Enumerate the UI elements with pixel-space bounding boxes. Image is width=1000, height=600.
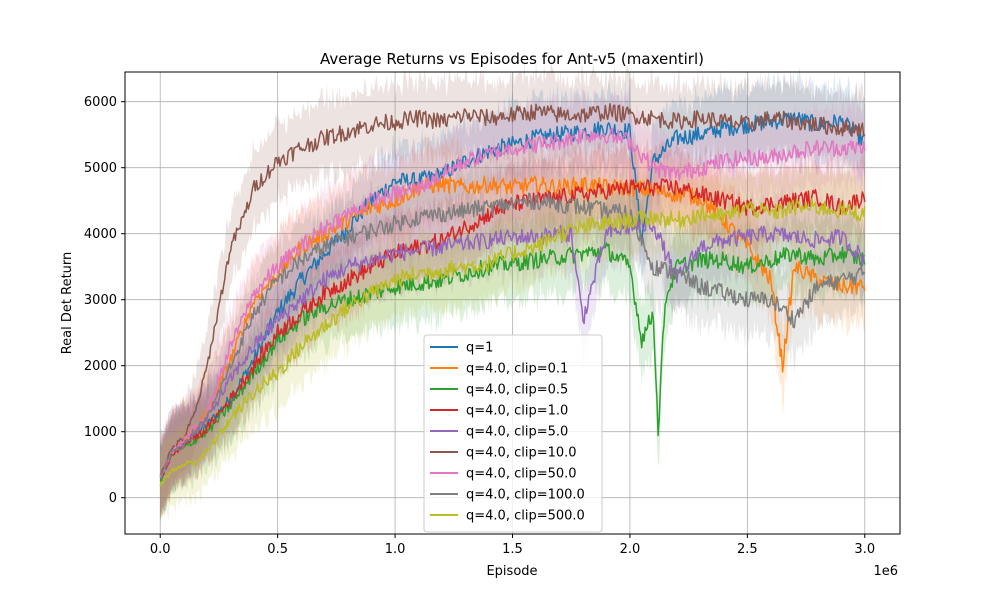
y-tick-label: 2000	[84, 359, 117, 374]
line-series-7	[159, 127, 866, 478]
band-series-5	[160, 173, 865, 520]
band-series-9	[160, 152, 865, 524]
line-series-2	[159, 175, 866, 479]
legend-label: q=4.0, clip=0.5	[466, 383, 568, 398]
x-tick-label: 3.0	[854, 542, 875, 557]
line-series-6	[159, 103, 866, 476]
line-series-1	[159, 112, 866, 481]
x-tick-label: 2.5	[737, 542, 758, 557]
line-series-5	[159, 216, 866, 478]
legend-label: q=4.0, clip=10.0	[466, 446, 577, 461]
x-tick-label: 1.0	[385, 542, 406, 557]
x-tick-label: 0.0	[150, 542, 171, 557]
x-tick-label: 1.5	[502, 542, 523, 557]
legend: q=1 q=4.0, clip=0.1 q=4.0, clip=0.5 q=4.0, …	[423, 334, 603, 533]
legend-box	[423, 334, 603, 533]
y-axis-label: Real Det Return	[60, 252, 75, 355]
x-tick-label: 0.5	[267, 542, 288, 557]
y-tick-label: 1000	[84, 425, 117, 440]
series-layer	[159, 103, 866, 487]
legend-label: q=4.0, clip=5.0	[466, 425, 568, 440]
line-series-8	[160, 192, 866, 480]
band-series-8	[160, 149, 865, 519]
y-tick-label: 4000	[84, 227, 117, 242]
x-axis-label: Episode	[486, 564, 537, 579]
legend-label: q=4.0, clip=50.0	[466, 467, 577, 482]
y-tick-label: 6000	[84, 95, 117, 110]
y-tick-label: 3000	[84, 293, 117, 308]
x-tick-label: 2.0	[620, 542, 641, 557]
legend-label: q=4.0, clip=1.0	[466, 404, 568, 419]
legend-label: q=1	[466, 341, 493, 356]
x-offset-label: 1e6	[873, 564, 898, 579]
y-tick-label: 0	[109, 491, 117, 506]
band-series-6	[160, 59, 865, 516]
legend-label: q=4.0, clip=0.1	[466, 362, 568, 377]
line-series-9	[159, 198, 866, 487]
band-series-7	[160, 84, 865, 523]
legend-label: q=4.0, clip=100.0	[466, 488, 585, 503]
chart-title: Average Returns vs Episodes for Ant-v5 (…	[320, 50, 704, 68]
band-series-4	[160, 136, 865, 519]
y-tick-label: 5000	[84, 161, 117, 176]
tick-layer: 0.0 0.5 1.0 1.5 2.0 2.5 3.0 0 1000 2000 3000 4000 50…	[84, 95, 875, 557]
legend-label: q=4.0, clip=500.0	[466, 509, 585, 524]
